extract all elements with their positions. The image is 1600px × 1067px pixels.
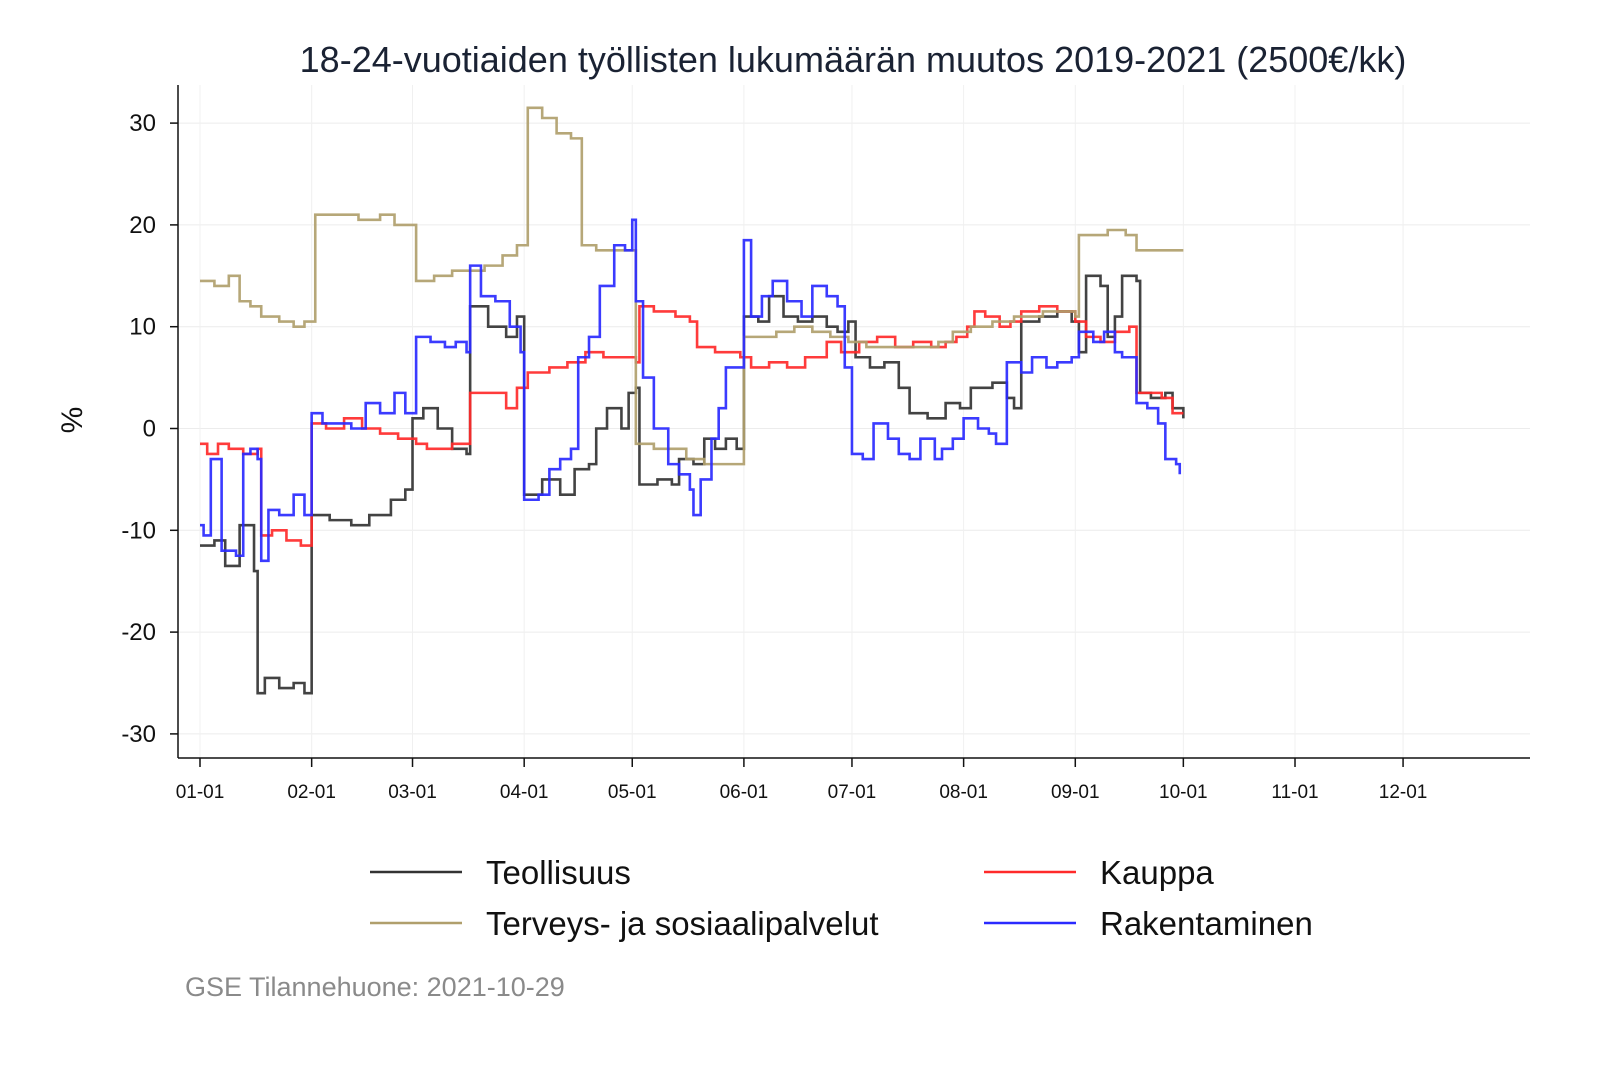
legend-label: Teollisuus xyxy=(486,854,631,891)
x-tick-label: 07-01 xyxy=(828,782,877,803)
y-tick-label: -10 xyxy=(121,517,156,544)
source-note: GSE Tilannehuone: 2021-10-29 xyxy=(185,972,565,1002)
series-line-teollisuus xyxy=(200,274,1185,695)
legend-label: Terveys- ja sosiaalipalvelut xyxy=(486,905,879,942)
y-tick-label: 30 xyxy=(129,110,156,137)
y-tick-label: 10 xyxy=(129,314,156,341)
x-tick-label: 08-01 xyxy=(939,782,988,803)
series-line-rakentaminen xyxy=(200,218,1182,563)
y-tick-label: -30 xyxy=(121,721,156,748)
legend: Teollisuus Kauppa Terveys- ja sosiaalipalv… xyxy=(370,854,1313,942)
axes: 30 20 10 0 -10 -20 -30 01-01 02-01 03-01 04-01 05-0… xyxy=(121,85,1530,803)
x-tick-label: 06-01 xyxy=(720,782,769,803)
x-tick-label: 10-01 xyxy=(1159,782,1208,803)
series-line-terveys-ja-sosiaalipalvelut xyxy=(200,106,1184,466)
series-layer xyxy=(200,106,1185,695)
x-tick-label: 09-01 xyxy=(1051,782,1100,803)
x-tick-label: 03-01 xyxy=(388,782,437,803)
series-line-kauppa xyxy=(200,305,1184,547)
legend-label: Kauppa xyxy=(1100,854,1214,891)
x-tick-label: 05-01 xyxy=(608,782,657,803)
x-tick-label: 04-01 xyxy=(500,782,549,803)
legend-label: Rakentaminen xyxy=(1100,905,1313,942)
x-tick-label: 11-01 xyxy=(1271,782,1318,803)
y-tick-label: -20 xyxy=(121,619,156,646)
grid xyxy=(178,85,1530,758)
x-tick-label: 02-01 xyxy=(287,782,336,803)
y-axis-label: % xyxy=(56,407,89,434)
x-tick-label: 01-01 xyxy=(176,782,225,803)
x-tick-label: 12-01 xyxy=(1379,782,1428,803)
chart-title: 18-24-vuotiaiden työllisten lukumäärän m… xyxy=(300,39,1407,80)
y-tick-label: 0 xyxy=(143,416,156,443)
y-tick-label: 20 xyxy=(129,212,156,239)
